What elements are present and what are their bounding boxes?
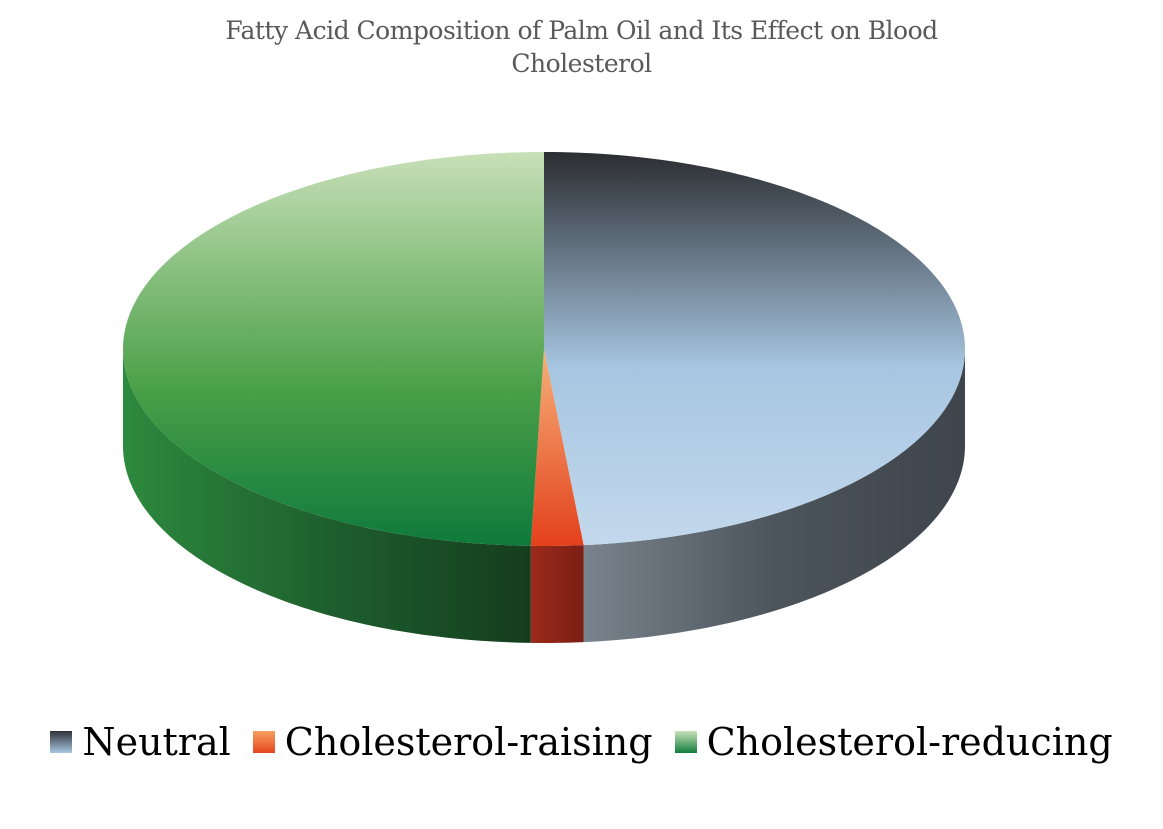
pie-slice-cholesterol-raising[interactable] xyxy=(530,349,584,546)
pie-slice-neutral[interactable] xyxy=(544,152,965,546)
legend-swatch-cholesterol-reducing xyxy=(674,731,697,753)
legend: Neutral Cholesterol-raising Cholesterol-… xyxy=(0,714,1163,770)
legend-swatch-cholesterol-raising xyxy=(252,731,275,753)
pie-side-neutral xyxy=(583,349,965,643)
pie-tops xyxy=(123,152,965,546)
chart-title: Fatty Acid Composition of Palm Oil and I… xyxy=(0,14,1163,80)
legend-item-cholesterol-reducing[interactable]: Cholesterol-reducing xyxy=(674,720,1113,764)
pie-sides xyxy=(123,349,965,643)
pie-side-cholesterol-reducing xyxy=(123,349,531,643)
legend-label-cholesterol-raising: Cholesterol-raising xyxy=(284,720,653,764)
legend-swatch-neutral xyxy=(50,731,73,753)
legend-label-neutral: Neutral xyxy=(82,720,231,764)
chart-title-line-1: Fatty Acid Composition of Palm Oil and I… xyxy=(225,16,938,45)
legend-item-cholesterol-raising[interactable]: Cholesterol-raising xyxy=(252,720,653,764)
pie-side-cholesterol-raising xyxy=(530,545,584,643)
pie-slice-cholesterol-reducing[interactable] xyxy=(123,152,544,546)
legend-label-cholesterol-reducing: Cholesterol-reducing xyxy=(706,720,1113,764)
legend-item-neutral[interactable]: Neutral xyxy=(50,720,231,764)
chart-title-line-2: Cholesterol xyxy=(511,49,652,78)
